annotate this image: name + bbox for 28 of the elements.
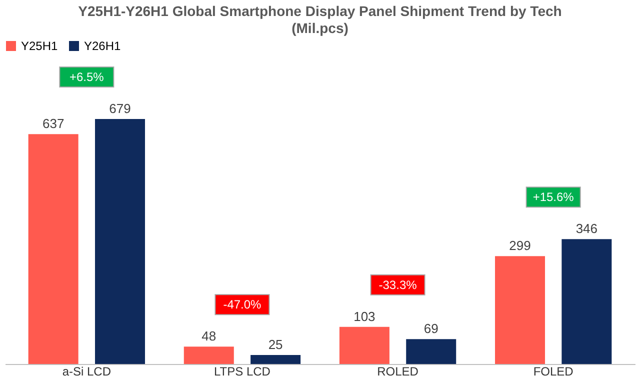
- data-label: 48: [202, 328, 216, 344]
- annotation: -47.0%: [223, 298, 262, 312]
- legend-label: Y26H1: [84, 39, 122, 53]
- bar: [184, 346, 234, 364]
- chart-title: Y25H1-Y26H1 Global Smartphone Display Panel Shipment Trend by Tech: [78, 3, 562, 19]
- bar: [562, 239, 612, 364]
- data-label: 346: [576, 221, 598, 236]
- bar: [95, 119, 145, 364]
- x-tick-label: a-Si LCD: [62, 364, 112, 378]
- data-label: 103: [354, 308, 376, 324]
- annotation: -33.3%: [378, 278, 418, 292]
- bar: [495, 256, 545, 364]
- data-label: 679: [109, 101, 131, 116]
- text: +6.5%: [69, 70, 104, 84]
- bar: [406, 339, 456, 364]
- bar: [339, 326, 390, 364]
- x-tick-label: FOLED: [533, 364, 574, 378]
- x-tick-label: ROLED: [377, 364, 419, 378]
- data-label: 637: [42, 116, 64, 132]
- chart-subtitle: (Mil.pcs): [292, 20, 348, 36]
- bar: [28, 134, 78, 364]
- annotation: +15.6%: [532, 190, 574, 204]
- data-label: 69: [424, 321, 438, 336]
- data-label: 299: [509, 238, 531, 254]
- bar: [250, 354, 301, 364]
- data-label: 25: [268, 336, 283, 352]
- legend-label: Y25H1: [21, 39, 58, 53]
- x-tick-label: LTPS LCD: [214, 364, 271, 378]
